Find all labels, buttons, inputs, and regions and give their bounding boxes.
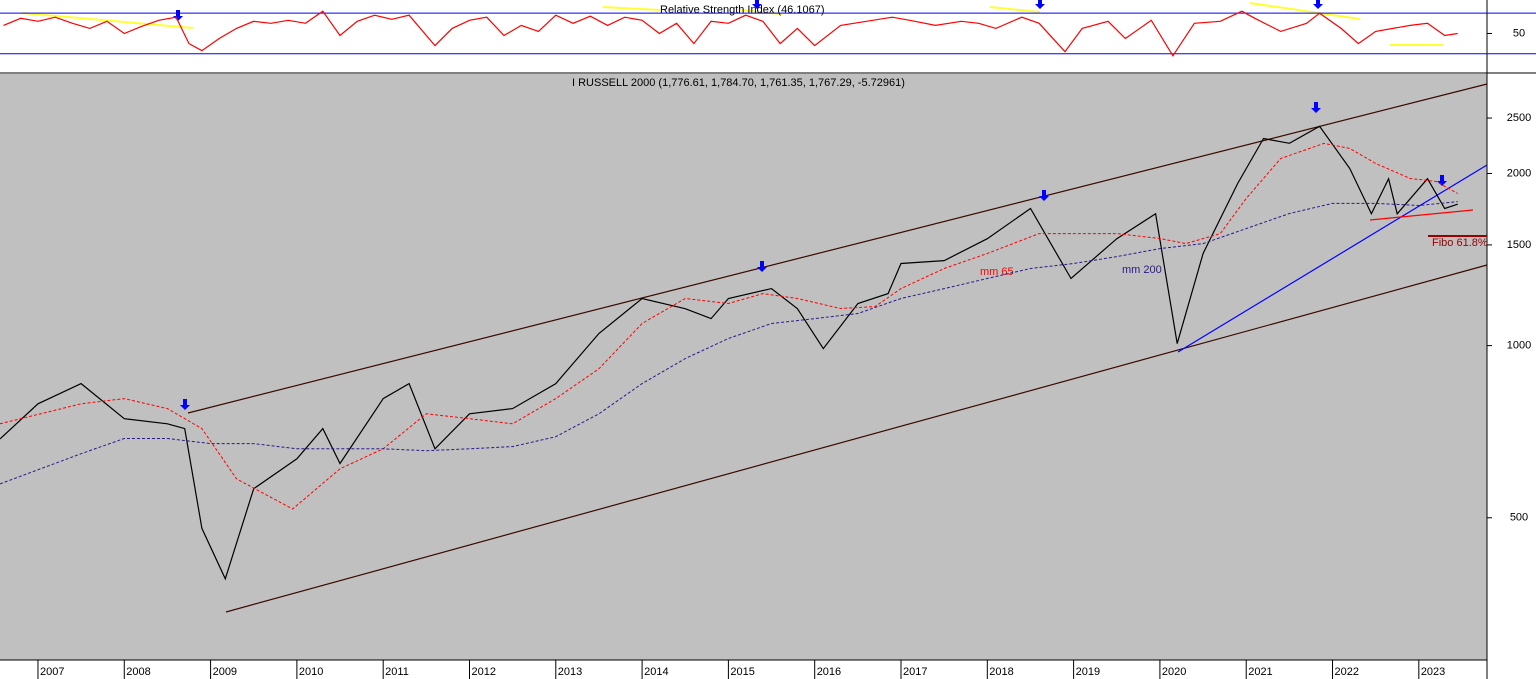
plot-area — [0, 74, 1487, 660]
rsi-trendlines — [21, 2, 1443, 46]
x-tick-label: 2007 — [40, 666, 64, 678]
series-label: mm 65 — [980, 266, 1014, 278]
annotation: Fibo 61.8% — [1432, 237, 1488, 249]
x-tick-label: 2009 — [213, 666, 237, 678]
x-tick-label: 2014 — [644, 666, 668, 678]
x-tick-label: 2022 — [1335, 666, 1359, 678]
y-tick-label: 2000 — [1507, 167, 1531, 179]
x-tick-label: 2013 — [558, 666, 582, 678]
chart-title: I RUSSELL 2000 (1,776.61, 1,784.70, 1,76… — [572, 77, 905, 89]
series-line — [0, 125, 1458, 581]
x-tick-label: 2023 — [1421, 666, 1445, 678]
x-tick-label: 2011 — [385, 666, 409, 678]
series-line — [3, 10, 1458, 57]
series-line — [0, 201, 1458, 485]
x-tick-label: 2015 — [730, 666, 754, 678]
x-tick-label: 2016 — [817, 666, 841, 678]
y-tick-label: 2500 — [1507, 112, 1531, 124]
support-line — [1369, 209, 1474, 221]
series-line — [0, 142, 1458, 510]
x-tick-label: 2010 — [299, 666, 323, 678]
y-tick-label: 1500 — [1507, 239, 1531, 251]
y-tick-label: 1000 — [1507, 340, 1531, 352]
x-tick-label: 2008 — [126, 666, 150, 678]
y-tick-label: 50 — [1513, 27, 1525, 39]
x-tick-label: 2018 — [989, 666, 1013, 678]
x-tick-label: 2019 — [1076, 666, 1100, 678]
y-tick-label: 500 — [1510, 512, 1528, 524]
support-line — [1177, 164, 1488, 353]
x-tick-label: 2021 — [1248, 666, 1272, 678]
x-tick-label: 2017 — [903, 666, 927, 678]
x-tick-label: 2012 — [471, 666, 495, 678]
x-tick-label: 2020 — [1162, 666, 1186, 678]
channel-lines — [187, 83, 1488, 613]
rsi-title: Relative Strength Index (46.1067) — [660, 4, 825, 16]
series-label: mm 200 — [1122, 264, 1162, 276]
